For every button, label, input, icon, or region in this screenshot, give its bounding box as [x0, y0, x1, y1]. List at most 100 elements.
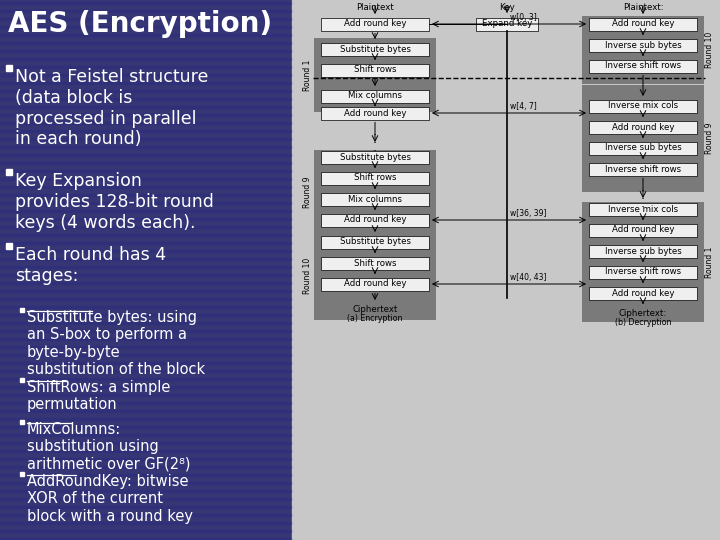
Text: Add round key: Add round key: [612, 123, 674, 132]
Bar: [0, 106, 292, 108]
Bar: [0, 90, 292, 92]
Bar: [0, 130, 292, 132]
Text: Substitute bytes: using
an S-box to perform a
byte-by-byte
substitution of the b: Substitute bytes: using an S-box to perf…: [27, 310, 205, 377]
Bar: [0, 386, 292, 388]
Bar: [0, 50, 292, 52]
Text: Round 1: Round 1: [302, 59, 312, 91]
Bar: [0, 522, 292, 524]
Bar: [0, 186, 292, 188]
Bar: [0, 394, 292, 396]
Bar: [0, 162, 292, 164]
Bar: [589, 99, 697, 112]
Bar: [0, 370, 292, 372]
Text: Inverse sub bytes: Inverse sub bytes: [605, 144, 681, 152]
Bar: [20, 308, 24, 312]
Bar: [0, 498, 292, 500]
Bar: [589, 163, 697, 176]
Bar: [321, 106, 429, 119]
Text: Round 1: Round 1: [704, 246, 714, 278]
Bar: [0, 354, 292, 356]
Bar: [0, 122, 292, 124]
Text: .: .: [641, 181, 645, 194]
Bar: [589, 202, 697, 215]
Bar: [292, 0, 720, 540]
Bar: [6, 169, 12, 175]
Text: Inverse mix cols: Inverse mix cols: [608, 205, 678, 213]
Bar: [0, 218, 292, 220]
Bar: [0, 18, 292, 20]
Bar: [0, 0, 292, 540]
Bar: [0, 442, 292, 444]
Bar: [0, 82, 292, 84]
Bar: [0, 538, 292, 540]
Text: Add round key: Add round key: [612, 288, 674, 298]
Bar: [321, 192, 429, 206]
Bar: [589, 287, 697, 300]
Text: w[40, 43]: w[40, 43]: [510, 273, 546, 282]
Bar: [0, 274, 292, 276]
Bar: [0, 378, 292, 380]
Bar: [20, 378, 24, 382]
Text: Inverse sub bytes: Inverse sub bytes: [605, 246, 681, 255]
Text: Mix columns: Mix columns: [348, 91, 402, 100]
Bar: [0, 10, 292, 12]
Text: Round 10: Round 10: [704, 32, 714, 68]
Bar: [0, 242, 292, 244]
Bar: [589, 245, 697, 258]
Text: Inverse mix cols: Inverse mix cols: [608, 102, 678, 111]
Bar: [321, 17, 429, 30]
Bar: [582, 16, 704, 84]
Bar: [0, 298, 292, 300]
Text: Inverse shift rows: Inverse shift rows: [605, 165, 681, 173]
Bar: [314, 38, 436, 112]
Text: Add round key: Add round key: [612, 19, 674, 29]
Bar: [589, 266, 697, 279]
Text: (b) Decryption: (b) Decryption: [615, 318, 671, 327]
Text: MixColumns:
substitution using
arithmetic over GF(2⁸): MixColumns: substitution using arithmeti…: [27, 422, 191, 472]
Bar: [0, 362, 292, 364]
Bar: [0, 146, 292, 148]
Text: .: .: [641, 197, 645, 210]
Bar: [0, 258, 292, 260]
Bar: [0, 402, 292, 404]
Bar: [6, 243, 12, 249]
Text: Add round key: Add round key: [612, 226, 674, 234]
Bar: [0, 234, 292, 236]
Bar: [314, 150, 436, 235]
Bar: [0, 202, 292, 204]
Text: w[0, 3]: w[0, 3]: [510, 13, 536, 22]
Bar: [0, 210, 292, 212]
Bar: [589, 17, 697, 30]
Text: Inverse shift rows: Inverse shift rows: [605, 267, 681, 276]
Text: Plaintext: Plaintext: [356, 3, 394, 12]
Bar: [321, 90, 429, 103]
Bar: [582, 85, 704, 192]
Bar: [589, 120, 697, 133]
Bar: [0, 338, 292, 340]
Bar: [0, 154, 292, 156]
Bar: [582, 202, 704, 322]
Text: Add round key: Add round key: [343, 280, 406, 288]
Text: Not a Feistel structure
(data block is
processed in parallel
in each round): Not a Feistel structure (data block is p…: [15, 68, 208, 148]
Bar: [6, 65, 12, 71]
Bar: [321, 235, 429, 248]
Bar: [0, 466, 292, 468]
Text: w[4, 7]: w[4, 7]: [510, 102, 536, 111]
Bar: [0, 490, 292, 492]
Text: .: .: [373, 133, 377, 146]
Bar: [0, 66, 292, 68]
Bar: [589, 59, 697, 72]
Text: Inverse sub bytes: Inverse sub bytes: [605, 40, 681, 50]
Bar: [589, 38, 697, 51]
Bar: [0, 306, 292, 308]
Bar: [321, 172, 429, 185]
Bar: [321, 64, 429, 77]
Text: .: .: [373, 141, 377, 154]
Bar: [589, 224, 697, 237]
Bar: [0, 226, 292, 228]
Text: Round 9: Round 9: [704, 123, 714, 154]
Text: Key Expansion
provides 128-bit round
keys (4 words each).: Key Expansion provides 128-bit round key…: [15, 172, 214, 232]
Bar: [0, 266, 292, 268]
Bar: [0, 418, 292, 420]
Bar: [321, 43, 429, 56]
